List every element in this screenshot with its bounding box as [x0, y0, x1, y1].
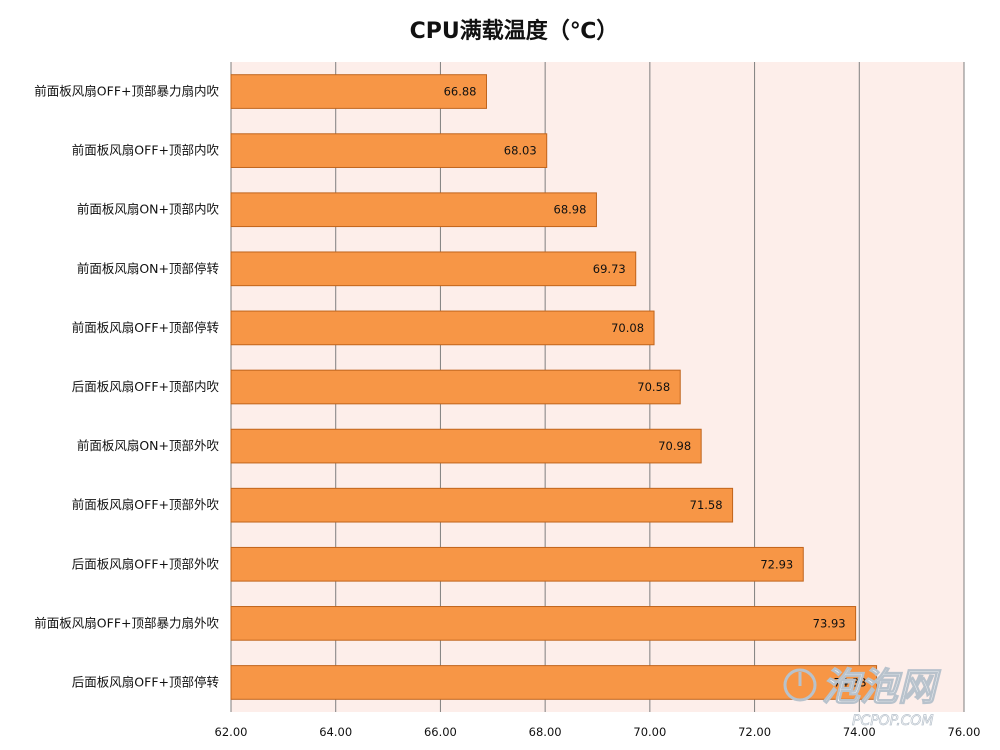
- bar-value-label: 73.93: [813, 616, 846, 630]
- category-label: 前面板风扇OFF+顶部暴力扇内吹: [34, 84, 219, 99]
- watermark-logo-text: 泡泡网: [822, 665, 941, 709]
- bar-value-label: 68.03: [504, 144, 537, 158]
- x-tick-label: 74.00: [843, 725, 876, 739]
- x-tick-label: 62.00: [215, 725, 248, 739]
- x-tick-label: 66.00: [424, 725, 457, 739]
- category-label: 前面板风扇ON+顶部停转: [77, 261, 219, 276]
- bar: [230, 606, 857, 641]
- category-label: 前面板风扇OFF+顶部停转: [72, 320, 219, 335]
- bar: [230, 546, 804, 582]
- bar: [230, 133, 548, 168]
- bar: [230, 192, 597, 228]
- chart-title: CPU满载温度（℃）: [410, 18, 619, 44]
- bars: 66.88 68.03 68.98 69.73 70.08 70.58 70.98 71.58…: [230, 74, 878, 700]
- x-tick-label: 72.00: [738, 725, 771, 739]
- bar-value-label: 68.98: [554, 203, 587, 217]
- bar-value-label: 71.58: [690, 498, 723, 512]
- category-label: 后面板风扇OFF+顶部停转: [72, 674, 219, 689]
- bar-value-label: 70.58: [637, 380, 670, 394]
- category-label: 后面板风扇OFF+顶部内吹: [72, 379, 220, 394]
- category-label: 后面板风扇OFF+顶部外吹: [72, 556, 220, 571]
- x-tick-label: 68.00: [529, 725, 562, 739]
- bar-value-label: 66.88: [444, 85, 477, 99]
- bar: [230, 310, 655, 346]
- bar: [230, 487, 734, 523]
- bar: [230, 369, 681, 405]
- power-icon: [783, 668, 817, 702]
- bar-value-label: 70.98: [658, 439, 691, 453]
- category-label: 前面板风扇OFF+顶部内吹: [72, 143, 220, 158]
- bar-value-label: 69.73: [593, 262, 626, 276]
- x-axis-tick-labels: 62.00 64.00 66.00 68.00 70.00 72.00 74.00 76.00: [215, 725, 981, 739]
- bar: [230, 74, 488, 109]
- x-tick-label: 70.00: [633, 725, 666, 739]
- category-labels: 前面板风扇OFF+顶部暴力扇内吹前面板风扇OFF+顶部内吹前面板风扇ON+顶部内…: [34, 84, 219, 690]
- bar-value-label: 70.08: [611, 321, 644, 335]
- bar: [230, 251, 637, 287]
- x-tick-label: 64.00: [319, 725, 352, 739]
- x-tick-label: 76.00: [948, 725, 981, 739]
- category-label: 前面板风扇ON+顶部外吹: [77, 438, 220, 453]
- bar-value-label: 72.93: [760, 557, 793, 571]
- bar: [230, 428, 702, 464]
- category-label: 前面板风扇OFF+顶部暴力扇外吹: [34, 615, 219, 630]
- category-label: 前面板风扇ON+顶部内吹: [77, 202, 220, 217]
- watermark: 泡泡网 PCPOP.COM: [783, 664, 942, 729]
- bar: [230, 665, 878, 700]
- bar-value-label: 74.33: [834, 675, 867, 689]
- category-label: 前面板风扇OFF+顶部外吹: [72, 497, 220, 512]
- watermark-site-text: PCPOP.COM: [852, 713, 934, 729]
